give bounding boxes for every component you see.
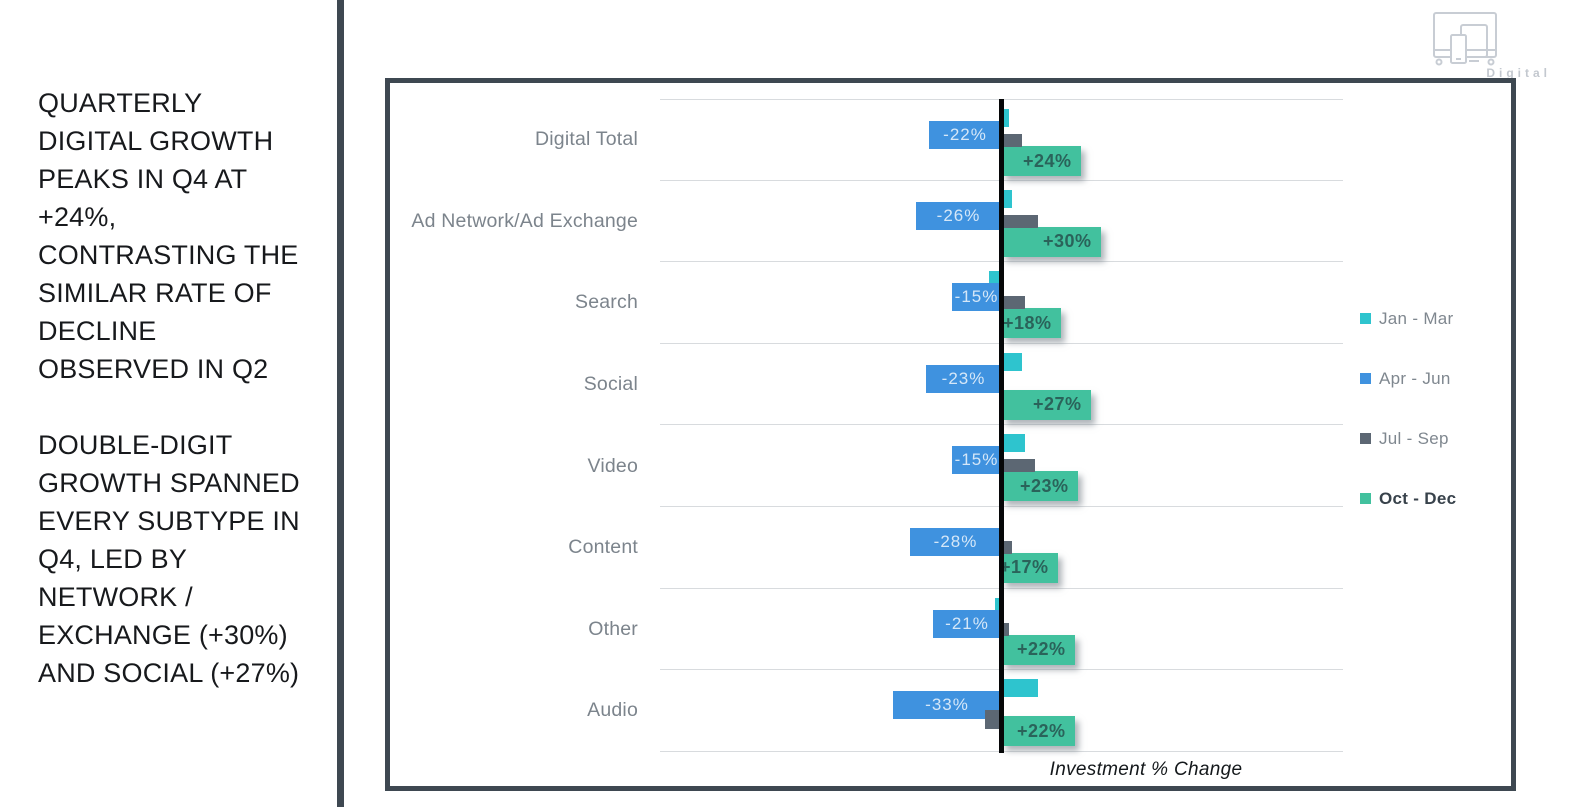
legend-swatch-icon [1360, 433, 1371, 444]
bar-value-label: -21% [945, 613, 989, 633]
category-label: Digital Total [534, 128, 638, 151]
bar-value-label: -15% [954, 287, 999, 307]
category-label: Ad Network/Ad Exchange [411, 209, 638, 232]
legend-item-jan-mar: Jan - Mar [1360, 307, 1456, 330]
chart-row: Video -15% +23% [390, 425, 1343, 507]
bar-jan-mar [1001, 189, 1012, 208]
bar-oct-dec: +27% [1001, 389, 1091, 420]
legend: Jan - Mar Apr - Jun Jul - Sep Oct - Dec [1360, 307, 1456, 547]
legend-item-oct-dec: Oct - Dec [1360, 487, 1456, 510]
bar-value-label: +22% [1016, 639, 1066, 660]
legend-label: Jul - Sep [1379, 428, 1449, 448]
category-label: Content [568, 536, 638, 559]
vertical-divider [337, 0, 344, 807]
zero-axis-line [999, 99, 1004, 753]
bar-jul-sep [1001, 214, 1038, 228]
x-axis-label: Investment % Change [1049, 759, 1243, 780]
bar-apr-jun: -15% [951, 283, 1002, 312]
chart-frame: Digital Total -22% +24% Ad Network/Ad Excha… [385, 78, 1516, 791]
bar-value-label: +24% [1022, 150, 1072, 171]
brand-logo: Digital [1431, 8, 1551, 80]
bar-oct-dec: +22% [1001, 634, 1075, 665]
bar-jul-sep [1001, 622, 1009, 636]
chart-row: Audio -33% +22% [390, 670, 1343, 752]
bar-value-label: -22% [943, 125, 987, 144]
chart-rows: Digital Total -22% +24% Ad Network/Ad Excha… [390, 99, 1343, 752]
commentary-panel: QUARTERLY DIGITAL GROWTH PEAKS IN Q4 AT … [38, 84, 310, 692]
bar-oct-dec: +22% [1001, 716, 1075, 747]
bar-jul-sep [1001, 134, 1022, 147]
bar-jan-mar [1001, 679, 1038, 698]
row-plot-area: -23% +27% [660, 344, 1343, 426]
bar-oct-dec: +24% [1001, 146, 1081, 176]
bar-value-label: +30% [1042, 231, 1092, 252]
legend-label: Apr - Jun [1379, 368, 1451, 388]
legend-swatch-icon [1360, 313, 1371, 324]
bar-value-label: +22% [1016, 720, 1066, 741]
chart-row: Social -23% +27% [390, 344, 1343, 426]
category-label: Social [583, 373, 638, 396]
bar-apr-jun: -15% [951, 446, 1002, 475]
legend-label: Oct - Dec [1379, 488, 1457, 508]
bar-jul-sep [1001, 540, 1012, 554]
category-label: Audio [587, 699, 638, 722]
bar-apr-jun: -33% [892, 691, 1002, 720]
bar-value-label: +23% [1019, 475, 1069, 496]
legend-swatch-icon [1360, 493, 1371, 504]
bar-value-label: +18% [1002, 312, 1052, 333]
bar-value-label: -23% [941, 368, 986, 388]
category-label: Other [588, 617, 638, 640]
legend-item-jul-sep: Jul - Sep [1360, 427, 1456, 450]
bar-apr-jun: -21% [932, 609, 1002, 638]
legend-label: Jan - Mar [1379, 308, 1454, 328]
bar-apr-jun: -26% [915, 201, 1002, 230]
chart-row: Search -15% +18% [390, 262, 1343, 344]
commentary-paragraph-2: DOUBLE-DIGIT GROWTH SPANNED EVERY SUBTYP… [38, 430, 300, 688]
commentary-paragraph-1: QUARTERLY DIGITAL GROWTH PEAKS IN Q4 AT … [38, 88, 299, 384]
bar-value-label: +27% [1032, 394, 1082, 415]
bar-jul-sep [1001, 296, 1025, 310]
bar-value-label: -26% [936, 205, 981, 225]
legend-swatch-icon [1360, 373, 1371, 384]
bar-jan-mar [994, 597, 1002, 616]
logo-wordmark: Digital [1486, 66, 1551, 80]
bar-value-label: -33% [925, 695, 969, 715]
bar-value-label: -28% [933, 531, 978, 551]
bar-apr-jun: -22% [928, 121, 1002, 149]
chart-row: Digital Total -22% +24% [390, 99, 1343, 181]
legend-item-apr-jun: Apr - Jun [1360, 367, 1456, 390]
bar-oct-dec: +30% [1001, 226, 1101, 257]
bar-oct-dec: +18% [1001, 308, 1061, 339]
bar-jan-mar [1001, 352, 1022, 371]
chart-row: Content -28% +17% [390, 507, 1343, 589]
bar-apr-jun: -28% [909, 527, 1002, 556]
bar-value-label: -15% [954, 450, 999, 470]
bar-apr-jun: -23% [925, 364, 1002, 393]
bar-jan-mar [1001, 434, 1025, 453]
bar-oct-dec: +17% [999, 552, 1058, 583]
chart-row: Other -21% +22% [390, 589, 1343, 671]
row-plot-area: -28% +17% [660, 507, 1343, 589]
chart-row: Ad Network/Ad Exchange -26% +30% [390, 181, 1343, 263]
category-label: Video [587, 454, 638, 477]
category-label: Search [575, 291, 638, 314]
bar-jul-sep [984, 710, 1002, 730]
bar-jan-mar [1001, 109, 1009, 127]
bar-value-label: +17% [999, 557, 1049, 578]
bar-jul-sep [1001, 459, 1035, 473]
bar-oct-dec: +23% [1001, 471, 1078, 502]
